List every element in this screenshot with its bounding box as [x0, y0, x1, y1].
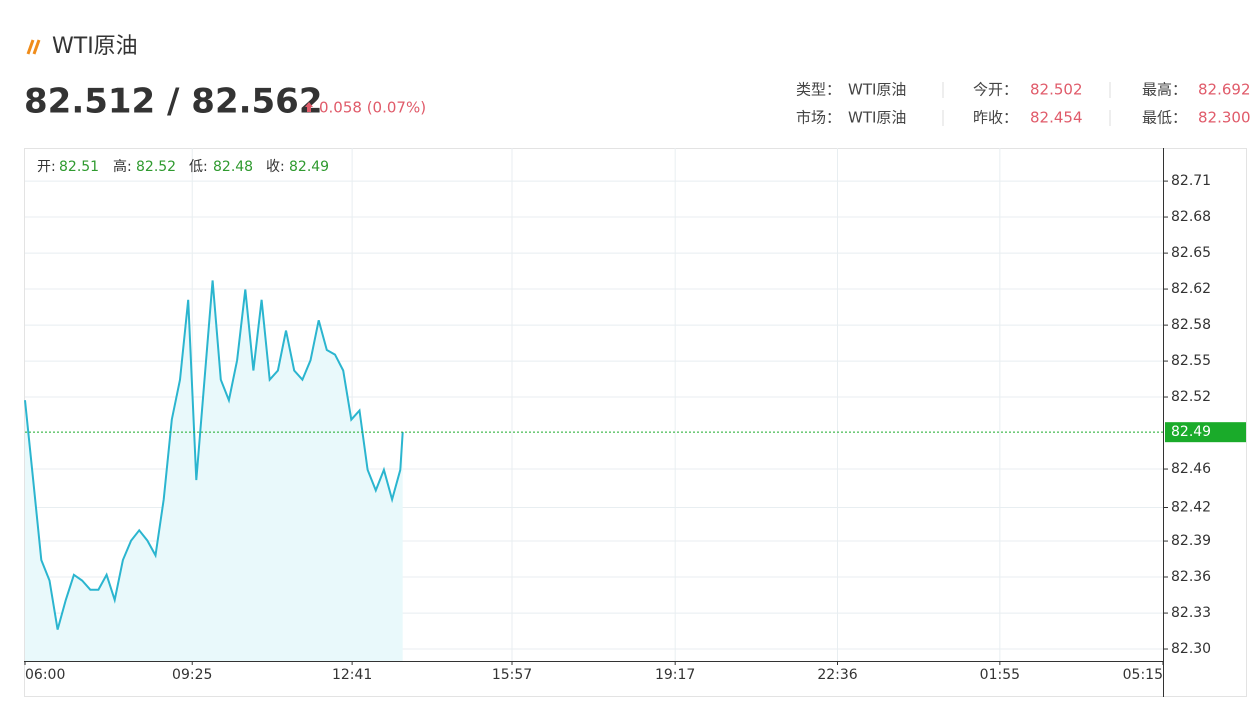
- y-tick-label: 82.68: [1171, 209, 1211, 225]
- x-tick-label: 15:57: [492, 667, 532, 683]
- x-tick-label: 06:00: [25, 667, 65, 683]
- ohlc-value: 82.48: [213, 159, 253, 175]
- x-tick-label: 22:36: [817, 667, 857, 683]
- y-tick-label: 82.52: [1171, 389, 1211, 405]
- area: [25, 280, 403, 661]
- y-tick-label: 82.62: [1171, 281, 1211, 297]
- x-tick-label: 01:55: [980, 667, 1020, 683]
- last-price-box: [1165, 422, 1246, 443]
- ohlc-value: 82.51: [59, 159, 99, 175]
- info-value: WTI原油: [848, 81, 906, 99]
- price-line: [24, 280, 404, 630]
- y-tick-label: 82.58: [1171, 317, 1211, 333]
- logo: [26, 39, 41, 55]
- ohlc-label: 低:: [189, 159, 208, 175]
- info-label: 市场：: [796, 109, 841, 127]
- price: 82.512 / 82.562: [24, 82, 323, 122]
- info-label: 类型：: [796, 81, 841, 99]
- chart-frame: [24, 148, 1247, 697]
- last-price-label: 82.49: [1171, 424, 1211, 440]
- info-value: 82.502: [1030, 81, 1083, 99]
- change: 0.058 (0.07%): [319, 99, 426, 117]
- y-tick-label: 82.30: [1171, 641, 1211, 657]
- info-label: 最高：: [1142, 81, 1187, 99]
- y-tick-label: 82.36: [1171, 569, 1211, 585]
- y-tick-label: 82.42: [1171, 499, 1211, 515]
- info-value: WTI原油: [848, 109, 906, 127]
- ohlc-label: 高:: [113, 158, 132, 175]
- x-tick-label: 19:17: [655, 667, 695, 683]
- ohlc-label: 收:: [266, 159, 285, 175]
- separators: [942, 82, 1111, 126]
- title: WTI原油: [52, 34, 138, 59]
- y-tick-label: 82.46: [1171, 461, 1211, 477]
- up-arrow: [305, 102, 313, 112]
- x-tick-label: 12:41: [332, 667, 372, 683]
- info-label: 最低：: [1142, 109, 1187, 127]
- ohlc-value: 82.52: [136, 159, 176, 175]
- info-value: 82.300: [1198, 109, 1251, 127]
- ohlc-value: 82.49: [289, 159, 329, 175]
- y-tick-label: 82.39: [1171, 533, 1211, 549]
- y-tick-label: 82.55: [1171, 353, 1211, 369]
- y-tick-label: 82.33: [1171, 605, 1211, 621]
- y-tick-label: 82.71: [1171, 173, 1211, 189]
- x-tick-label: 09:25: [172, 667, 212, 683]
- plot: 82.30 82.33 82.36 82.39 82.42 82.46 82.52 82.55…: [24, 148, 1246, 683]
- y-tick-label: 82.65: [1171, 245, 1211, 261]
- info-label: 今开：: [973, 81, 1018, 99]
- info-value: 82.692: [1198, 81, 1251, 99]
- x-tick-label: 05:15: [1123, 667, 1163, 683]
- ohlc-label: 开:: [37, 159, 56, 175]
- info-value: 82.454: [1030, 109, 1083, 127]
- info-label: 昨收：: [973, 109, 1018, 127]
